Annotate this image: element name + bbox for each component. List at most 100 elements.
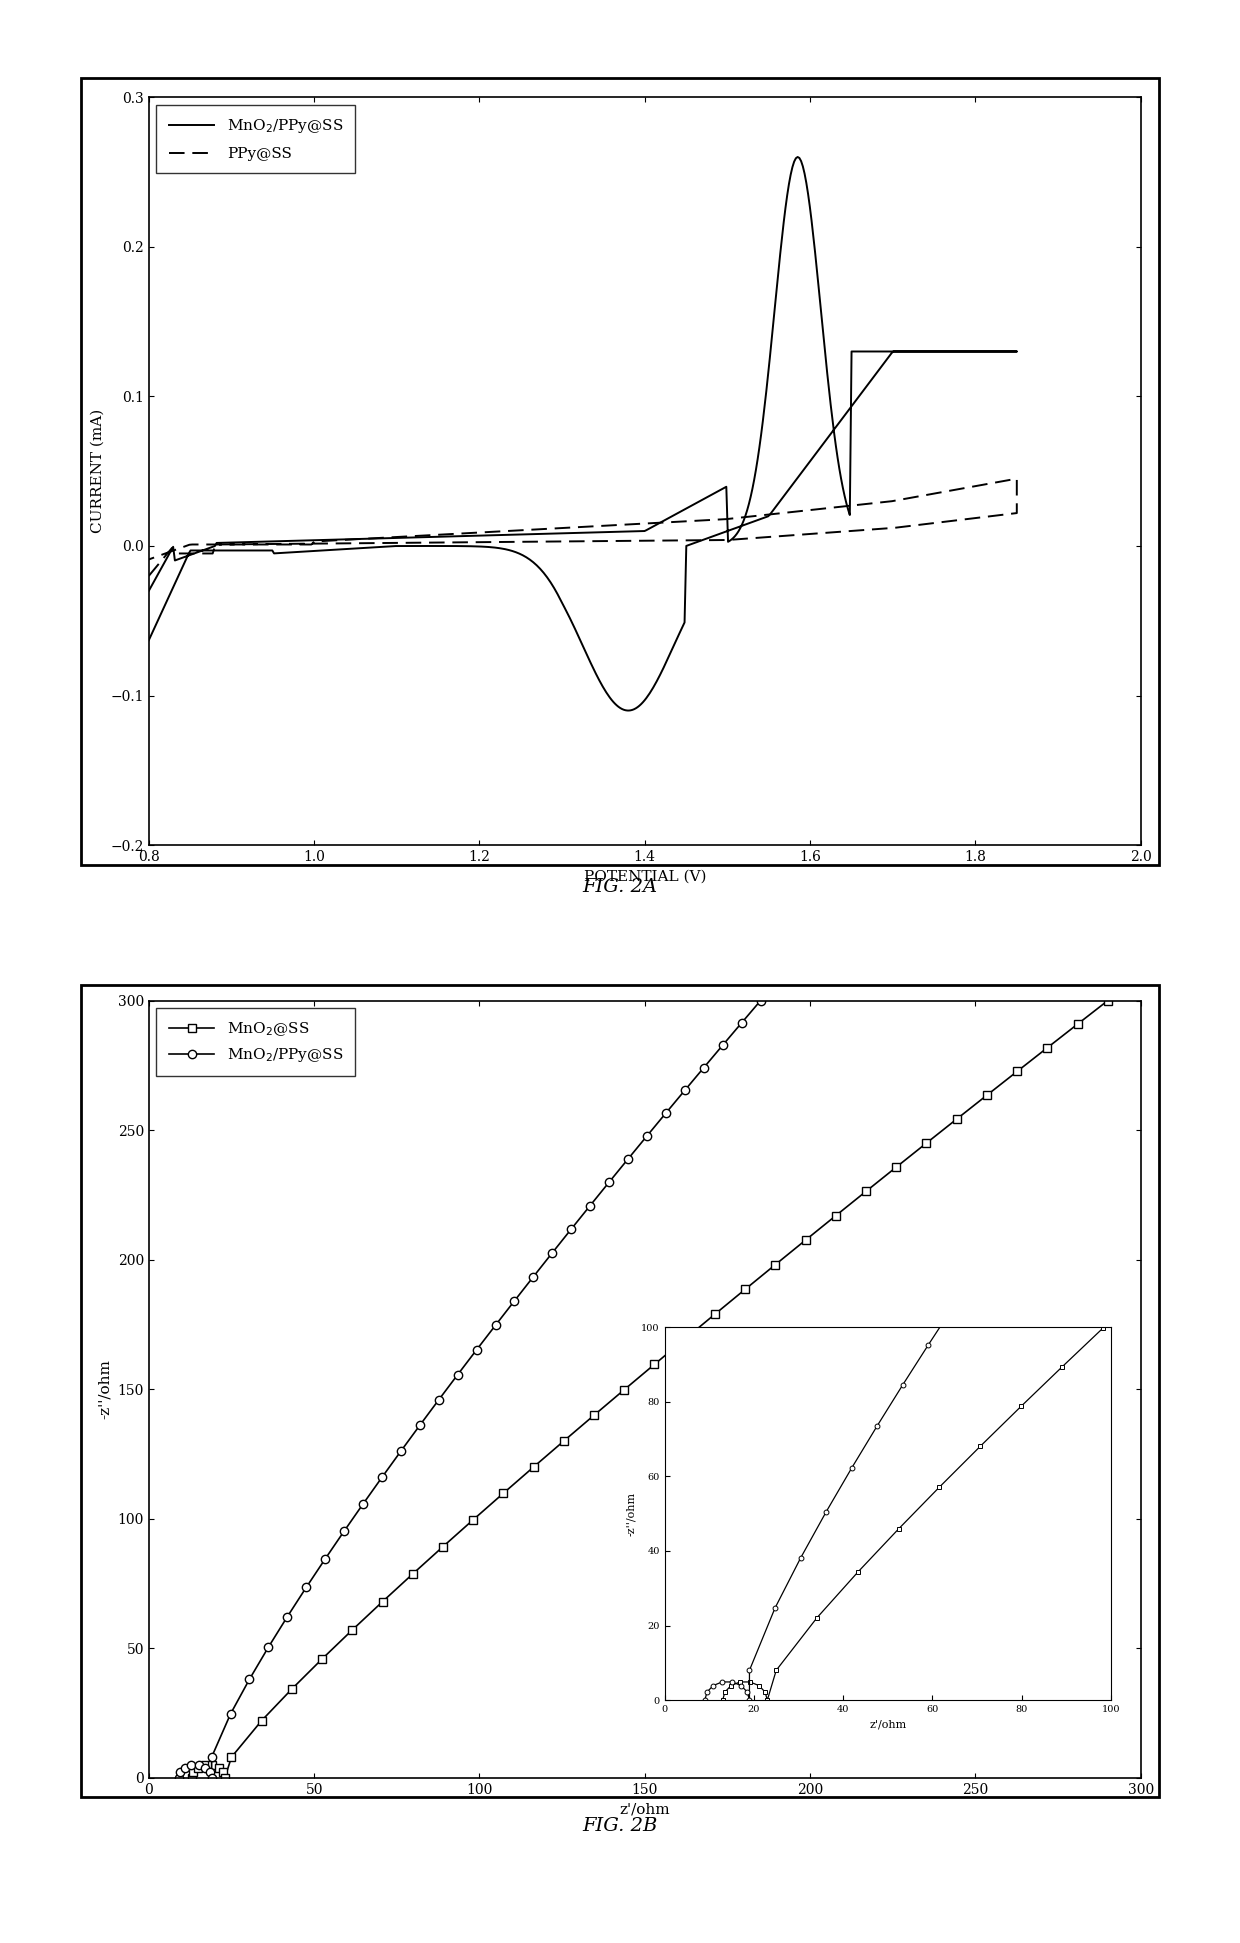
PPy@SS	[141, 548, 156, 571]
MnO$_2$@SS	[496, 1483, 511, 1506]
MnO$_2$@SS	[345, 1619, 360, 1642]
PPy@SS	[1009, 466, 1024, 490]
MnO$_2$/PPy@SS	[489, 1313, 503, 1337]
MnO$_2$@SS	[980, 1084, 994, 1108]
MnO$_2$/PPy@SS	[374, 1465, 389, 1488]
MnO$_2$/PPy@SS	[490, 536, 505, 560]
MnO$_2$@SS	[186, 1760, 201, 1784]
MnO$_2$@SS	[799, 1228, 813, 1251]
MnO$_2$@SS	[708, 1302, 723, 1325]
MnO$_2$@SS	[1100, 989, 1115, 1012]
MnO$_2$/PPy@SS	[198, 1756, 213, 1780]
MnO$_2$/PPy@SS	[191, 1755, 206, 1778]
MnO$_2$/PPy@SS	[507, 1288, 522, 1312]
MnO$_2$@SS	[1070, 1012, 1085, 1036]
MnO$_2$/PPy@SS	[469, 1339, 484, 1362]
MnO$_2$@SS	[405, 1562, 420, 1585]
MnO$_2$/PPy@SS	[450, 1362, 465, 1385]
MnO$_2$/PPy@SS	[621, 699, 636, 723]
MnO$_2$@SS	[858, 1179, 873, 1203]
MnO$_2$/PPy@SS	[393, 1440, 408, 1463]
MnO$_2$/PPy@SS	[432, 1387, 446, 1411]
MnO$_2$/PPy@SS	[521, 546, 536, 569]
MnO$_2$@SS	[616, 1378, 631, 1401]
MnO$_2$/PPy@SS	[677, 1078, 692, 1102]
MnO$_2$/PPy@SS	[202, 1760, 217, 1784]
MnO$_2$@SS	[217, 1766, 232, 1790]
MnO$_2$/PPy@SS	[177, 1756, 192, 1780]
PPy@SS	[589, 530, 604, 554]
Y-axis label: -z''/ohm: -z''/ohm	[98, 1360, 112, 1418]
MnO$_2$/PPy@SS	[684, 532, 699, 556]
Line: MnO$_2$@SS: MnO$_2$@SS	[187, 997, 1112, 1782]
MnO$_2$@SS	[828, 1205, 843, 1228]
Line: PPy@SS: PPy@SS	[149, 478, 1017, 575]
MnO$_2$/PPy@SS	[223, 1702, 238, 1725]
MnO$_2$@SS	[1040, 1036, 1055, 1059]
MnO$_2$/PPy@SS	[141, 630, 156, 653]
MnO$_2$@SS	[191, 1756, 206, 1780]
MnO$_2$/PPy@SS	[790, 146, 805, 169]
PPy@SS	[853, 494, 868, 517]
Text: FIG. 2A: FIG. 2A	[583, 878, 657, 896]
MnO$_2$@SS	[376, 1589, 391, 1613]
MnO$_2$/PPy@SS	[909, 340, 924, 363]
MnO$_2$/PPy@SS	[640, 1125, 655, 1148]
Line: MnO$_2$/PPy@SS: MnO$_2$/PPy@SS	[175, 997, 765, 1782]
MnO$_2$@SS	[647, 1352, 662, 1376]
MnO$_2$@SS	[284, 1677, 299, 1700]
MnO$_2$/PPy@SS	[280, 1605, 295, 1628]
MnO$_2$/PPy@SS	[658, 1102, 673, 1125]
MnO$_2$/PPy@SS	[172, 1760, 187, 1784]
MnO$_2$@SS	[254, 1710, 269, 1733]
X-axis label: z'/ohm: z'/ohm	[620, 1803, 670, 1817]
MnO$_2$/PPy@SS	[715, 1034, 730, 1057]
Y-axis label: CURRENT (mA): CURRENT (mA)	[91, 410, 105, 532]
MnO$_2$@SS	[185, 1766, 200, 1790]
MnO$_2$@SS	[919, 1131, 934, 1154]
MnO$_2$/PPy@SS	[184, 1755, 198, 1778]
Text: FIG. 2B: FIG. 2B	[583, 1817, 657, 1834]
MnO$_2$/PPy@SS	[205, 1745, 219, 1768]
MnO$_2$/PPy@SS	[620, 1146, 635, 1170]
MnO$_2$/PPy@SS	[526, 1265, 541, 1288]
MnO$_2$@SS	[677, 1327, 692, 1350]
MnO$_2$/PPy@SS	[319, 528, 334, 552]
MnO$_2$/PPy@SS	[171, 1766, 186, 1790]
MnO$_2$/PPy@SS	[753, 989, 768, 1012]
PPy@SS	[449, 530, 464, 554]
PPy@SS	[928, 511, 942, 534]
MnO$_2$@SS	[738, 1278, 753, 1302]
MnO$_2$/PPy@SS	[697, 1057, 712, 1080]
MnO$_2$@SS	[526, 1455, 541, 1479]
MnO$_2$/PPy@SS	[356, 1492, 371, 1516]
MnO$_2$/PPy@SS	[413, 1415, 428, 1438]
Legend: MnO$_2$/PPy@SS, PPy@SS: MnO$_2$/PPy@SS, PPy@SS	[156, 105, 356, 173]
PPy@SS	[717, 507, 732, 530]
MnO$_2$/PPy@SS	[544, 1242, 559, 1265]
MnO$_2$/PPy@SS	[846, 340, 861, 363]
MnO$_2$@SS	[224, 1745, 239, 1768]
MnO$_2$@SS	[435, 1535, 450, 1558]
MnO$_2$/PPy@SS	[205, 1766, 219, 1790]
MnO$_2$/PPy@SS	[242, 1667, 257, 1690]
MnO$_2$/PPy@SS	[734, 1010, 749, 1034]
MnO$_2$@SS	[197, 1755, 212, 1778]
Line: MnO$_2$/PPy@SS: MnO$_2$/PPy@SS	[149, 157, 1017, 711]
PPy@SS	[568, 515, 583, 538]
MnO$_2$@SS	[1009, 1059, 1024, 1082]
MnO$_2$@SS	[768, 1253, 782, 1277]
MnO$_2$@SS	[466, 1508, 481, 1531]
MnO$_2$@SS	[211, 1756, 226, 1780]
MnO$_2$@SS	[216, 1760, 231, 1784]
MnO$_2$@SS	[949, 1108, 963, 1131]
MnO$_2$/PPy@SS	[583, 1193, 598, 1216]
MnO$_2$@SS	[587, 1403, 601, 1426]
MnO$_2$@SS	[205, 1755, 219, 1778]
MnO$_2$@SS	[557, 1430, 572, 1453]
MnO$_2$/PPy@SS	[260, 1636, 275, 1659]
MnO$_2$/PPy@SS	[141, 579, 156, 602]
X-axis label: POTENTIAL (V): POTENTIAL (V)	[584, 870, 706, 884]
MnO$_2$/PPy@SS	[564, 1218, 579, 1242]
MnO$_2$@SS	[889, 1156, 904, 1179]
